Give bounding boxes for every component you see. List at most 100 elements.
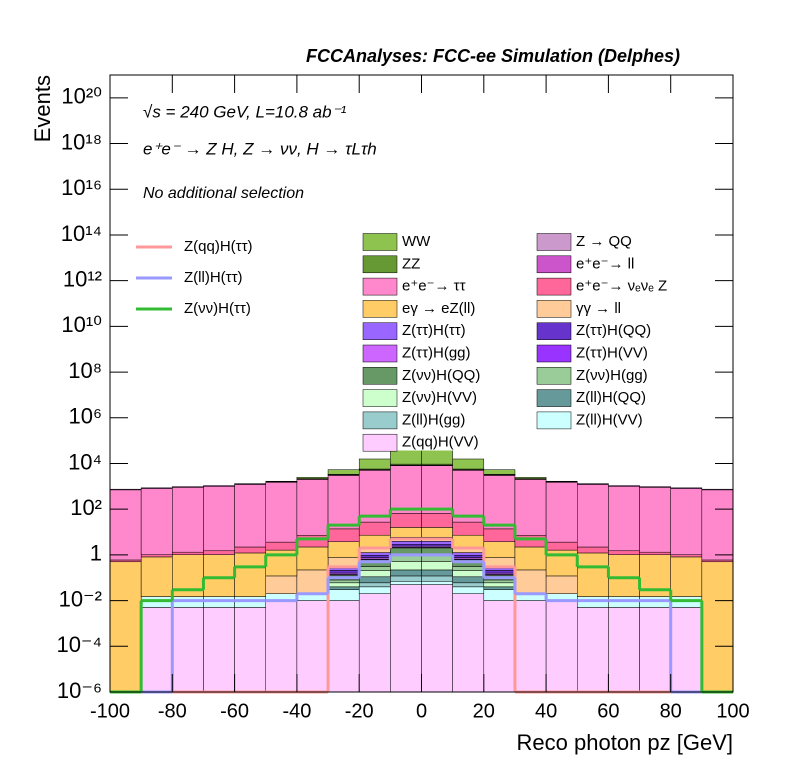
bar-segment bbox=[577, 484, 609, 548]
bar-segment bbox=[514, 535, 547, 548]
legend-label: WW bbox=[402, 233, 431, 250]
bar-segment bbox=[358, 458, 391, 470]
x-axis-label: Reco photon pz [GeV] bbox=[517, 730, 733, 755]
legend-swatch bbox=[536, 277, 572, 296]
bar-segment bbox=[483, 568, 516, 571]
bar-segment bbox=[265, 541, 298, 551]
x-tick-label: 20 bbox=[473, 700, 495, 722]
legend-label: Z(ττ)H(gg) bbox=[402, 344, 471, 361]
bar-segment bbox=[109, 489, 142, 561]
bar-segment bbox=[452, 576, 485, 584]
legend-label: e⁺e⁻→ ττ bbox=[402, 278, 466, 295]
bar-segment bbox=[234, 607, 267, 693]
bar-segment bbox=[452, 534, 485, 548]
legend-swatch bbox=[362, 277, 398, 296]
y-tick-label: 10¹⁸ bbox=[61, 129, 102, 154]
bar-segment bbox=[483, 469, 516, 475]
y-tick-label: 10¹² bbox=[63, 266, 102, 291]
bar-segment bbox=[172, 486, 204, 488]
bar-segment bbox=[452, 593, 485, 693]
bar-segment bbox=[234, 552, 267, 597]
bar-segment bbox=[545, 600, 578, 693]
x-tick-label: 40 bbox=[535, 700, 557, 722]
legend-swatch bbox=[362, 300, 398, 318]
bar-segment bbox=[203, 554, 235, 597]
bar-segment bbox=[452, 566, 485, 571]
bar-segment bbox=[234, 546, 267, 554]
bar-segment bbox=[327, 589, 360, 601]
x-tick-label: 0 bbox=[416, 700, 427, 722]
bar-segment bbox=[545, 575, 578, 594]
bar-segment bbox=[358, 566, 391, 571]
bar-segment bbox=[421, 527, 453, 538]
bar-segment bbox=[608, 485, 640, 487]
legend-swatch bbox=[362, 389, 398, 407]
legend-swatch bbox=[536, 389, 572, 407]
bar-segment bbox=[390, 561, 422, 571]
bar-segment bbox=[421, 569, 453, 577]
bar-segment bbox=[639, 486, 671, 488]
bar-segment bbox=[670, 554, 703, 558]
bar-segment bbox=[608, 607, 640, 693]
bar-segment bbox=[140, 487, 173, 489]
bar-segment bbox=[296, 569, 329, 594]
bar-segment bbox=[577, 607, 609, 693]
bar-segment bbox=[452, 458, 485, 470]
bar-segment bbox=[390, 465, 422, 514]
bar-segment bbox=[452, 521, 485, 536]
legend-swatch bbox=[536, 344, 572, 363]
bar-segment bbox=[421, 575, 453, 582]
legend-label: Z(ττ)H(VV) bbox=[576, 344, 648, 361]
legend-label: Z(qq)H(VV) bbox=[402, 434, 479, 451]
bar-segment bbox=[390, 527, 422, 538]
x-tick-label: -20 bbox=[345, 700, 374, 722]
bar-segment bbox=[327, 582, 360, 588]
bar-segment bbox=[327, 570, 360, 574]
bar-segment bbox=[545, 541, 578, 551]
legend-label: Z(ττ)H(ττ) bbox=[402, 322, 466, 339]
bar-segment bbox=[701, 489, 734, 561]
line-connector bbox=[326, 538, 517, 692]
bar-segment bbox=[234, 484, 267, 548]
x-tick-label: -100 bbox=[90, 700, 130, 722]
bar-segment bbox=[421, 561, 453, 571]
bar-segment bbox=[109, 488, 142, 491]
x-tick-label: 80 bbox=[660, 700, 682, 722]
bar-segment bbox=[514, 479, 547, 536]
bar-segment bbox=[390, 569, 422, 577]
bar-segment bbox=[452, 552, 485, 556]
bar-segment bbox=[296, 535, 329, 548]
bar-segment bbox=[390, 584, 422, 693]
bar-segment bbox=[545, 482, 578, 543]
chart-title: FCCAnalyses: FCC-ee Simulation (Delphes) bbox=[306, 46, 680, 66]
bar-segment bbox=[483, 582, 516, 588]
legend-swatch bbox=[536, 367, 572, 385]
bar-segment bbox=[390, 581, 422, 585]
bar-segment bbox=[265, 575, 298, 594]
bar-segment bbox=[358, 576, 391, 584]
bar-segment bbox=[421, 581, 453, 585]
bar-segment bbox=[483, 570, 516, 574]
legend-swatch bbox=[362, 233, 398, 251]
bar-segment bbox=[670, 607, 703, 693]
bar-segment bbox=[701, 488, 734, 491]
y-tick-label: 10⁸ bbox=[68, 358, 102, 383]
line-connector bbox=[139, 509, 704, 692]
legend-label: Z(νν)H(QQ) bbox=[402, 367, 480, 384]
legend-swatch bbox=[536, 411, 572, 430]
legend-label: Z(qq)H(ττ) bbox=[184, 238, 253, 255]
annotation: √s = 240 GeV, L=10.8 ab⁻¹ bbox=[143, 102, 347, 121]
bar-segment bbox=[608, 486, 640, 552]
bar-segment bbox=[452, 582, 485, 588]
y-tick-label: 10²⁰ bbox=[61, 84, 102, 109]
bar-segment bbox=[701, 561, 734, 693]
bar-segment bbox=[358, 552, 391, 556]
bar-segment bbox=[140, 488, 173, 555]
bar-segment bbox=[421, 541, 453, 545]
legend-label: Z(νν)H(gg) bbox=[576, 367, 648, 384]
bar-segment bbox=[639, 607, 671, 693]
bar-segment bbox=[327, 475, 360, 530]
y-tick-label: 10⁻⁶ bbox=[57, 678, 102, 703]
bar-segment bbox=[483, 589, 516, 601]
bar-segment bbox=[358, 534, 391, 548]
